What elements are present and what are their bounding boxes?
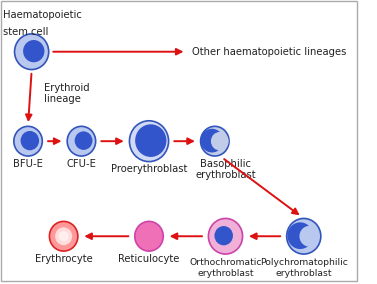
Text: BFU-E: BFU-E <box>13 159 43 169</box>
Text: Proerythroblast: Proerythroblast <box>111 164 187 174</box>
Ellipse shape <box>21 131 39 150</box>
Ellipse shape <box>75 131 92 150</box>
Ellipse shape <box>23 40 44 62</box>
Ellipse shape <box>59 231 69 241</box>
Ellipse shape <box>201 129 223 153</box>
Text: stem cell: stem cell <box>3 26 49 37</box>
Ellipse shape <box>287 218 321 254</box>
Ellipse shape <box>299 226 319 247</box>
Text: Orthochromatic
erythroblast: Orthochromatic erythroblast <box>189 258 262 278</box>
Ellipse shape <box>55 227 72 245</box>
Ellipse shape <box>14 126 42 156</box>
Ellipse shape <box>215 226 233 245</box>
Ellipse shape <box>135 124 166 157</box>
Ellipse shape <box>49 222 78 251</box>
Text: Erythroid
lineage: Erythroid lineage <box>44 83 90 105</box>
Ellipse shape <box>67 126 96 156</box>
Text: Reticulocyte: Reticulocyte <box>118 254 180 264</box>
Text: Erythrocyte: Erythrocyte <box>35 254 92 264</box>
Ellipse shape <box>129 121 169 162</box>
Text: Other haematopoietic lineages: Other haematopoietic lineages <box>192 47 346 57</box>
Ellipse shape <box>208 218 242 254</box>
Text: CFU-E: CFU-E <box>66 159 97 169</box>
Ellipse shape <box>201 126 229 156</box>
Ellipse shape <box>287 222 313 249</box>
Ellipse shape <box>135 222 163 251</box>
Ellipse shape <box>211 132 229 151</box>
Text: Polychromatophilic
erythroblast: Polychromatophilic erythroblast <box>260 258 348 278</box>
Text: Basophilic
erythroblast: Basophilic erythroblast <box>195 159 256 180</box>
Ellipse shape <box>15 34 49 70</box>
Text: Haematopoietic: Haematopoietic <box>3 10 82 20</box>
